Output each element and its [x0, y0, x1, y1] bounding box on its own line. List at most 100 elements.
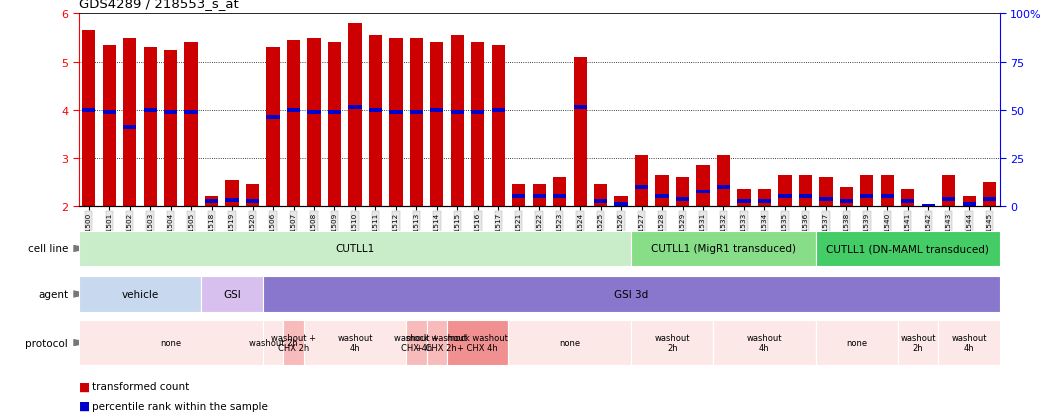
Bar: [778, 175, 792, 206]
Bar: [79, 231, 631, 266]
Bar: [533, 185, 545, 206]
Bar: [471, 111, 485, 115]
Bar: [263, 320, 284, 366]
Bar: [79, 277, 201, 312]
Text: GDS4289 / 218553_s_at: GDS4289 / 218553_s_at: [79, 0, 239, 10]
Text: washout
4h: washout 4h: [337, 333, 373, 352]
Bar: [942, 175, 955, 206]
Text: CUTLL1: CUTLL1: [335, 244, 375, 254]
Bar: [696, 190, 710, 194]
Bar: [655, 195, 669, 199]
Bar: [861, 175, 873, 206]
Bar: [82, 109, 95, 112]
Text: washout
2h: washout 2h: [654, 333, 690, 352]
Bar: [840, 200, 853, 204]
Bar: [308, 111, 320, 115]
Bar: [246, 200, 260, 204]
Bar: [430, 109, 444, 112]
Bar: [266, 48, 280, 206]
Bar: [349, 24, 361, 206]
Text: agent: agent: [38, 289, 68, 299]
Bar: [225, 180, 239, 206]
Bar: [369, 109, 382, 112]
Bar: [553, 195, 566, 199]
Text: GSI: GSI: [223, 289, 241, 299]
Bar: [471, 43, 485, 206]
Text: mock washout
+ CHX 4h: mock washout + CHX 4h: [447, 333, 508, 352]
Bar: [103, 111, 116, 115]
Bar: [881, 175, 894, 206]
Bar: [225, 199, 239, 203]
Bar: [553, 178, 566, 206]
Bar: [816, 231, 1000, 266]
Bar: [246, 185, 260, 206]
Bar: [799, 175, 812, 206]
Text: none: none: [846, 338, 867, 347]
Bar: [901, 190, 914, 206]
Bar: [594, 185, 607, 206]
Bar: [143, 48, 157, 206]
Bar: [389, 111, 402, 115]
Bar: [284, 320, 304, 366]
Bar: [79, 320, 263, 366]
Text: cell line: cell line: [27, 244, 68, 254]
Text: ■: ■: [79, 399, 90, 412]
Bar: [287, 41, 300, 206]
Bar: [574, 58, 586, 206]
Polygon shape: [73, 245, 92, 253]
Text: CUTLL1 (DN-MAML transduced): CUTLL1 (DN-MAML transduced): [826, 244, 989, 254]
Bar: [447, 320, 509, 366]
Bar: [308, 38, 320, 206]
Text: washout +
CHX 4h: washout + CHX 4h: [394, 333, 439, 352]
Bar: [615, 202, 628, 206]
Bar: [631, 320, 713, 366]
Bar: [758, 190, 771, 206]
Text: washout
2h: washout 2h: [900, 333, 936, 352]
Bar: [426, 320, 447, 366]
Bar: [287, 109, 300, 112]
Bar: [840, 188, 853, 206]
Bar: [921, 204, 935, 209]
Text: protocol: protocol: [25, 338, 68, 348]
Bar: [897, 320, 938, 366]
Bar: [676, 197, 689, 201]
Bar: [205, 200, 218, 204]
Bar: [634, 156, 648, 206]
Bar: [717, 156, 730, 206]
Bar: [901, 200, 914, 204]
Bar: [263, 277, 1000, 312]
Bar: [450, 111, 464, 115]
Bar: [816, 320, 897, 366]
Bar: [983, 183, 997, 206]
Bar: [82, 31, 95, 206]
Bar: [819, 197, 832, 201]
Bar: [430, 43, 444, 206]
Bar: [799, 195, 812, 199]
Bar: [962, 197, 976, 206]
Bar: [266, 116, 280, 120]
Polygon shape: [73, 291, 92, 298]
Bar: [389, 38, 402, 206]
Bar: [533, 195, 545, 199]
Text: percentile rank within the sample: percentile rank within the sample: [92, 401, 268, 411]
Bar: [938, 320, 1000, 366]
Bar: [737, 190, 751, 206]
Text: washout
4h: washout 4h: [747, 333, 782, 352]
Bar: [492, 109, 505, 112]
Bar: [304, 320, 406, 366]
Bar: [201, 277, 263, 312]
Text: washout +
CHX 2h: washout + CHX 2h: [271, 333, 316, 352]
Text: ■: ■: [79, 380, 90, 393]
Bar: [778, 195, 792, 199]
Bar: [409, 111, 423, 115]
Bar: [184, 43, 198, 206]
Bar: [512, 185, 526, 206]
Bar: [512, 195, 526, 199]
Text: vehicle: vehicle: [121, 289, 158, 299]
Text: washout
4h: washout 4h: [952, 333, 987, 352]
Bar: [205, 197, 218, 206]
Bar: [737, 200, 751, 204]
Bar: [103, 46, 116, 206]
Text: washout 2h: washout 2h: [248, 338, 297, 347]
Bar: [450, 36, 464, 206]
